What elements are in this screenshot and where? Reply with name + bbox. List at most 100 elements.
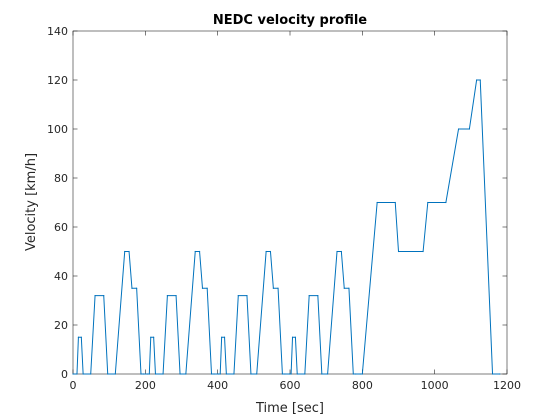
data-point [246,295,248,297]
data-point [185,373,187,375]
data-point [114,373,116,375]
data-point [479,79,481,81]
data-point [256,373,258,375]
data-point [445,201,447,204]
x-axis: 0 200 400 600 800 1000 1200 [70,31,521,392]
data-point [131,287,133,289]
data-point [128,250,130,253]
data-point [317,295,319,297]
data-point [352,373,354,375]
data-point [250,373,252,375]
data-point [77,336,80,338]
y-tick-label: 140 [47,25,68,38]
data-point [107,373,109,375]
x-axis-label: Time [sec] [255,401,324,416]
data-point [233,373,235,375]
data-point [308,295,310,297]
data-point [359,373,361,375]
data-point [166,295,168,297]
y-axis: 0 20 40 60 80 100 120 140 [47,25,507,381]
data-point [476,79,478,81]
data-point [397,250,400,253]
data-point [296,373,298,375]
plot-area: 0 200 400 600 800 1000 1200 0 20 40 60 80 100 120 140 [47,25,521,392]
data-point [162,373,164,375]
y-tick-label: 60 [54,221,68,234]
data-point [210,373,213,375]
data-point [427,201,429,204]
data-point [294,336,297,338]
x-tick-label: 400 [207,379,228,392]
y-tick-label: 20 [54,319,68,332]
data-point [148,373,150,375]
data-point [394,201,396,204]
data-point [150,336,152,338]
data-point [153,336,155,338]
x-tick-label: 1200 [493,379,521,392]
data-point [206,287,208,289]
data-point [219,373,221,375]
data-point [217,373,219,375]
data-point [80,336,82,338]
data-point [225,373,227,375]
data-point [422,250,424,253]
data-point [175,295,177,297]
data-point [468,128,470,130]
data-point [154,373,157,375]
data-point [179,373,181,375]
data-point [76,373,78,375]
data-point [457,128,460,130]
data-point [336,250,338,253]
data-point [223,336,226,338]
data-point [146,373,149,375]
data-point [140,373,142,375]
data-point [90,373,92,375]
y-tick-label: 100 [47,123,68,136]
data-point [82,373,84,375]
data-point [499,373,501,375]
data-point [237,295,239,297]
data-point [291,336,294,338]
chart-title: NEDC velocity profile [213,13,367,28]
data-point [124,250,126,253]
data-point [269,250,272,253]
y-tick-label: 0 [61,368,68,381]
data-point [290,373,292,375]
data-point [491,373,494,375]
data-points [72,79,501,375]
x-tick-label: 0 [70,379,77,392]
data-point [321,373,323,375]
data-point [340,250,342,253]
data-point [142,373,145,375]
data-point [136,287,138,289]
data-point [355,373,357,375]
data-point [304,373,306,375]
data-point [272,287,274,289]
y-tick-label: 40 [54,270,68,283]
data-point [277,287,279,289]
x-tick-label: 600 [280,379,301,392]
x-tick-label: 1000 [421,379,449,392]
data-point [221,336,223,338]
x-tick-label: 200 [135,379,156,392]
data-point [348,287,350,289]
data-point [376,201,378,204]
data-point [327,373,329,375]
data-point [284,373,286,375]
data-point [72,373,74,375]
data-point [288,373,290,375]
data-point [94,295,96,297]
data-point [198,250,201,253]
y-tick-label: 120 [47,74,68,87]
data-point [103,295,105,297]
data-point [194,250,196,253]
data-point [201,287,204,289]
data-point [343,287,345,289]
data-point [213,373,215,375]
data-point [361,373,363,375]
data-point [281,373,283,375]
y-axis-label: Velocity [km/h] [24,153,39,251]
y-tick-label: 80 [54,172,68,185]
data-point [265,250,267,253]
